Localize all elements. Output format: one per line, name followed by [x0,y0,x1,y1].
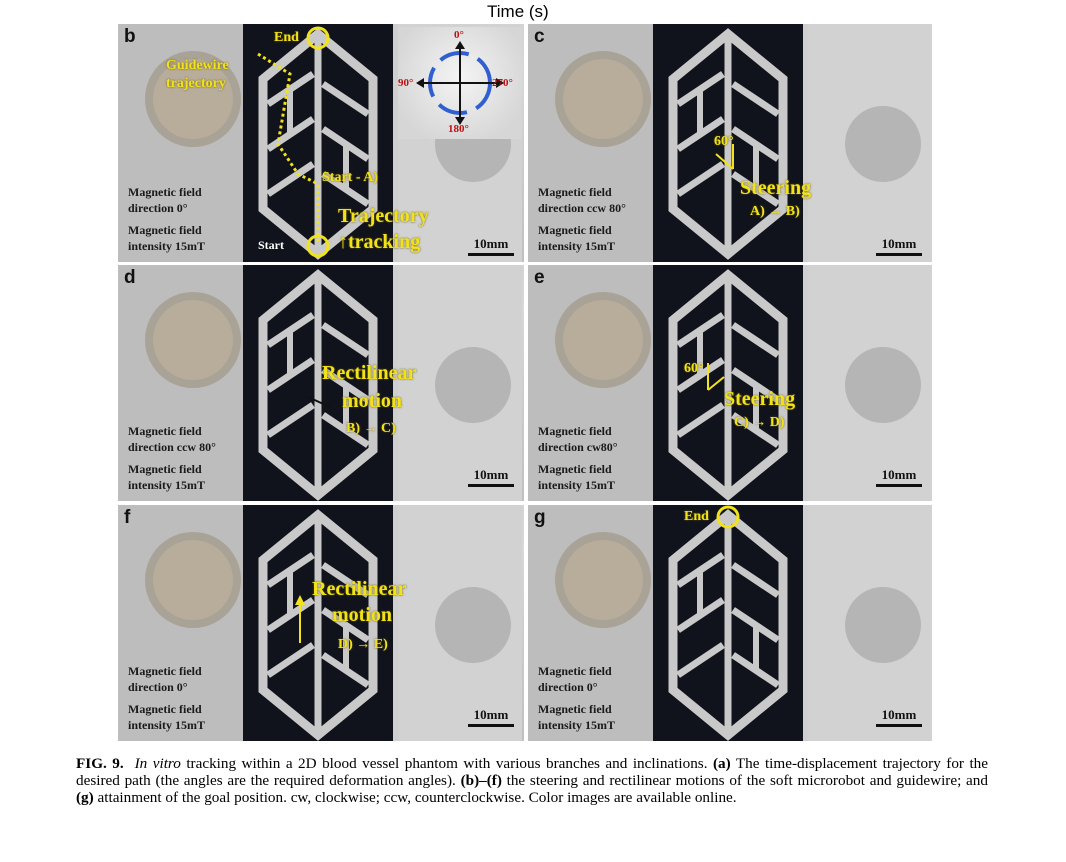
steering-label: Steering [740,177,812,199]
angle-label: 60° [684,361,704,376]
time-axis-label: Time (s) [487,2,549,21]
field-intensity: Magnetic field intensity 15mT [538,702,616,732]
panel-label: d [124,267,136,288]
guidewire-label-1: Guidewire [166,58,229,73]
panel-label: e [534,267,545,288]
vessel-phantom-image [528,505,932,741]
field-direction: Magnetic field direction cw80° [538,424,618,454]
field-direction: Magnetic field direction 0° [128,185,202,215]
step-label: D) → E) [338,637,388,652]
motion-label-1: Rectilinear [322,362,417,384]
scale-bar: 10mm [876,236,922,256]
field-direction: Magnetic field direction 0° [128,664,202,694]
panel-f: f Rectilinear motion D) → E) Magnetic fi… [118,505,524,741]
vessel-phantom-image [118,24,524,262]
start-a-label: Start - A) [322,170,378,185]
compass-left: 90° [398,77,414,89]
panel-label: b [124,26,136,47]
compass-circle-icon [416,41,504,125]
figure-caption: FIG. 9. In vitro tracking within a 2D bl… [76,755,988,806]
step-label: B) → C) [346,421,396,436]
compass-right: 270° [492,77,513,89]
tracking-label: ↑tracking [338,231,421,253]
motion-label-2: motion [342,390,402,412]
field-intensity: Magnetic field intensity 15mT [128,462,206,492]
vessel-phantom-image [118,505,524,741]
scale-bar: 10mm [876,707,922,727]
end-label: End [684,509,709,524]
panel-g: g End Magnetic field direction 0° Magneti… [528,505,932,741]
motion-label-2: motion [332,604,392,626]
field-direction: Magnetic field direction ccw 80° [128,424,216,454]
trajectory-label: Trajectory [338,205,429,227]
vessel-phantom-image [528,24,932,262]
panel-d: d Rectilinear motion B) → C) Magnetic fi… [118,265,524,501]
panel-c: c 60° Steering A) → B) Magnetic field dir… [528,24,932,262]
scale-bar: 10mm [468,236,514,256]
scale-bar: 10mm [468,707,514,727]
start-label: Start [258,238,284,252]
vessel-phantom-image [528,265,932,501]
step-label: C) → D) [734,415,785,430]
angle-label: 60° [714,134,734,149]
scale-bar: 10mm [876,467,922,487]
step-label: A) → B) [750,204,800,219]
compass-bottom: 180° [448,123,469,135]
end-label: End [274,30,299,45]
field-direction: Magnetic field direction ccw 80° [538,185,626,215]
panel-label: f [124,507,131,528]
field-intensity: Magnetic field intensity 15mT [128,223,206,253]
guidewire-label-2: trajectory [166,76,226,91]
field-intensity: Magnetic field intensity 15mT [538,223,616,253]
steering-label: Steering [724,388,796,410]
scale-bar: 10mm [468,467,514,487]
motion-label-1: Rectilinear [312,578,407,600]
field-direction: Magnetic field direction 0° [538,664,612,694]
field-intensity: Magnetic field intensity 15mT [128,702,206,732]
field-direction-compass: 0° 90° 270° 180° [398,27,522,139]
panel-label: c [534,26,545,47]
compass-top: 0° [454,29,464,41]
field-intensity: Magnetic field intensity 15mT [538,462,616,492]
panel-label: g [534,507,546,528]
vessel-phantom-image [118,265,524,501]
panel-e: e 60° Steering C) → D) Magnetic field dir… [528,265,932,501]
